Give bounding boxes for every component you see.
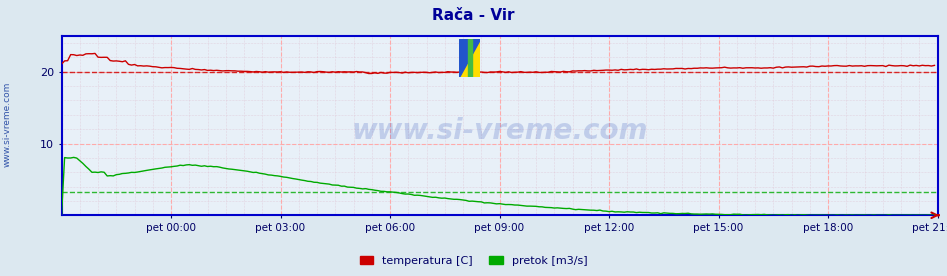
Polygon shape: [459, 39, 480, 77]
Text: www.si-vreme.com: www.si-vreme.com: [351, 117, 648, 145]
Legend: temperatura [C], pretok [m3/s]: temperatura [C], pretok [m3/s]: [355, 251, 592, 270]
Polygon shape: [468, 39, 472, 77]
Text: www.si-vreme.com: www.si-vreme.com: [3, 81, 12, 167]
Text: Rača - Vir: Rača - Vir: [432, 8, 515, 23]
Polygon shape: [459, 39, 480, 77]
